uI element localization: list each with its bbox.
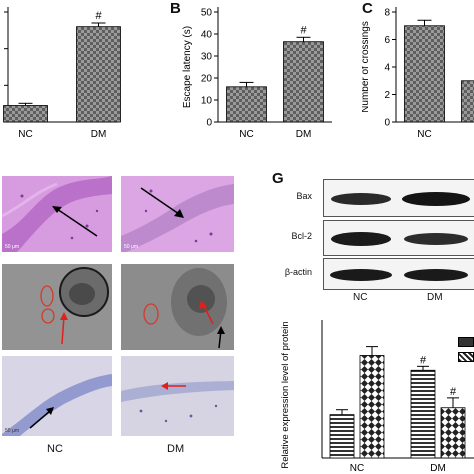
x-tick-label: NC [239,129,253,140]
blot-row-label-bcl2: Bcl-2 [291,231,312,241]
chart-b: 0 10 20 30 40 50 Escape latency (s) NC # DM [182,7,332,140]
y-tick-label: 8 [384,8,390,19]
bar [329,414,355,459]
panel-label-b: B [170,0,181,17]
bar [226,86,267,123]
y-tick-label: 40 [201,30,213,41]
significance-mark: # [420,354,427,366]
significance-mark: # [95,10,102,22]
micrograph-nissl-nc: 50 μm [2,356,112,436]
x-tick-label: DM [296,129,312,140]
bar [410,369,436,459]
micrograph-col-label-nc: NC [47,443,63,455]
scale-bar-label: 50 μm [5,428,19,434]
micrograph-he-nc: 50 μm [2,176,112,252]
y-tick-label: 30 [201,52,213,63]
y-tick-label: 10 [201,96,213,107]
y-axis-label: Escape latency (s) [182,26,193,108]
micrograph-nissl-dm [121,356,234,436]
chart-a: NC # DM [3,7,121,140]
bar [283,41,324,123]
bar [359,355,385,459]
scale-bar-label: 50 μm [124,244,138,250]
bar [3,105,48,123]
panel-label-g: G [272,170,284,187]
x-tick-label: DM [430,463,446,474]
significance-mark: # [450,386,457,398]
blot-lane-label-dm: DM [427,292,443,303]
blot-lane-label-nc: NC [353,292,368,303]
blot-strip-actin [323,258,474,290]
y-tick-label: 0 [384,118,390,129]
micrograph-tem-dm [121,264,234,350]
micrograph-col-label-dm: DM [167,443,185,455]
blot-strip-bcl2 [323,220,474,256]
bar [76,26,121,123]
legend-swatch-series-2 [458,352,474,362]
scale-bar-label: 50 μm [5,244,19,250]
blot-row-label-bax: Bax [296,191,312,201]
y-tick-label: 50 [201,8,213,19]
blot-strip-bax [323,179,474,217]
micrograph-he-dm: 50 μm [121,176,234,252]
y-axis-label: Number of crossings [362,21,371,113]
panel-label-c: C [362,0,373,17]
y-axis-label: Relative expression level of protein [280,321,291,468]
micrograph-tem-nc [2,264,112,350]
blot-row-label-actin: β-actin [284,267,312,277]
bar [440,407,466,459]
x-tick-label: NC [18,129,32,140]
x-tick-label: NC [350,463,364,474]
y-tick-label: 20 [201,74,213,85]
chart-g: Relative expression level of protein NC # #… [280,320,474,474]
y-tick-label: 0 [206,118,212,129]
x-tick-label: NC [417,129,431,140]
bar [404,25,445,123]
y-tick-label: 4 [384,63,390,74]
bar [461,80,474,123]
x-tick-label: DM [91,129,107,140]
legend-swatch-series-1 [458,337,474,347]
y-tick-label: 2 [384,90,390,101]
significance-mark: # [300,24,307,36]
y-tick-label: 6 [384,35,390,46]
